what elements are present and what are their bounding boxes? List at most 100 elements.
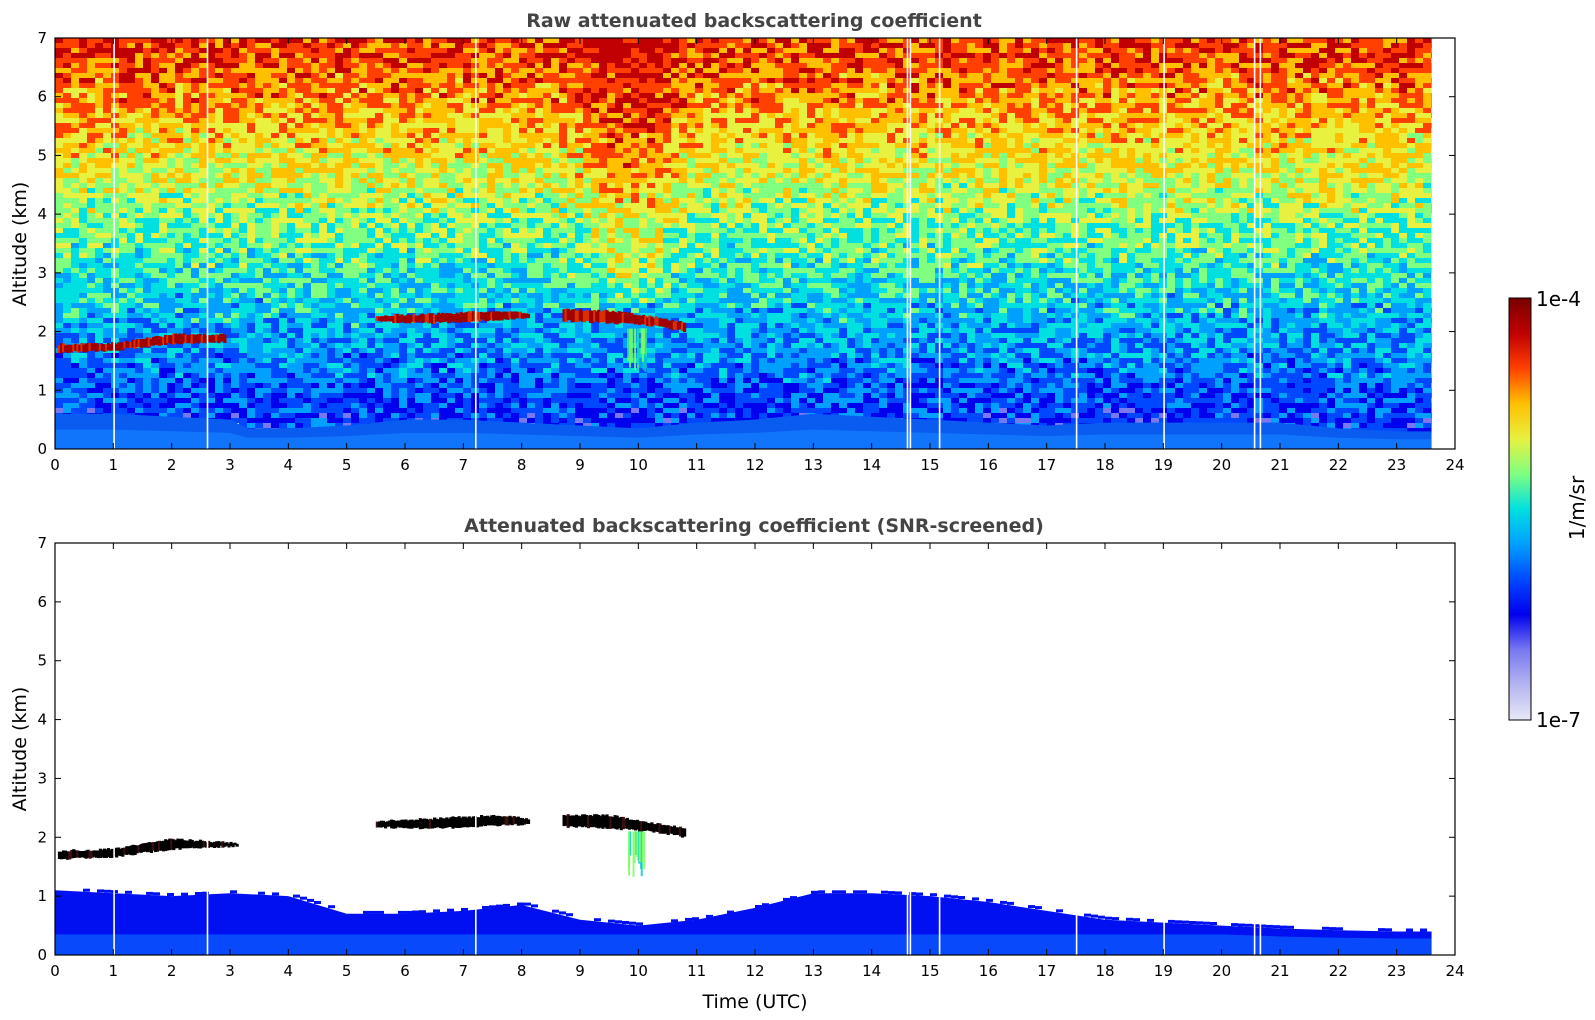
noise-cell: [439, 173, 447, 178]
noise-cell: [151, 198, 159, 203]
noise-cell: [135, 218, 143, 223]
noise-cell: [351, 283, 359, 288]
noise-cell: [271, 243, 279, 248]
noise-cell: [263, 288, 271, 293]
noise-cell: [63, 63, 71, 68]
noise-cell: [183, 128, 191, 133]
noise-cell: [351, 158, 359, 163]
noise-cell: [215, 63, 223, 68]
noise-cell: [431, 273, 439, 278]
noise-cell: [87, 103, 95, 108]
noise-cell: [231, 403, 239, 408]
noise-cell: [135, 108, 143, 113]
noise-cell: [479, 38, 487, 43]
noise-cell: [511, 148, 519, 153]
noise-cell: [239, 363, 247, 368]
noise-cell: [319, 143, 327, 148]
noise-cell: [135, 58, 143, 63]
noise-cell: [103, 403, 111, 408]
noise-cell: [55, 63, 63, 68]
noise-cell: [79, 403, 87, 408]
noise-cell: [495, 268, 503, 273]
noise-cell: [487, 183, 495, 188]
noise-cell: [223, 38, 231, 43]
noise-cell: [495, 243, 503, 248]
noise-cell: [519, 173, 527, 178]
noise-cell: [367, 193, 375, 198]
noise-cell: [135, 98, 143, 103]
noise-cell: [559, 38, 567, 43]
noise-cell: [255, 308, 263, 313]
noise-cell: [375, 73, 383, 78]
noise-cell: [127, 213, 135, 218]
noise-cell: [143, 293, 151, 298]
noise-cell: [127, 293, 135, 298]
noise-cell: [135, 38, 143, 43]
noise-cell: [247, 38, 255, 43]
noise-cell: [175, 213, 183, 218]
noise-cell: [143, 358, 151, 363]
noise-cell: [343, 143, 351, 148]
noise-cell: [199, 68, 207, 73]
noise-cell: [527, 173, 535, 178]
noise-cell: [335, 148, 343, 153]
noise-cell: [415, 358, 423, 363]
noise-cell: [455, 348, 463, 353]
noise-cell: [199, 293, 207, 298]
noise-cell: [551, 248, 559, 253]
noise-cell: [543, 198, 551, 203]
noise-cell: [487, 108, 495, 113]
noise-cell: [527, 298, 535, 303]
noise-cell: [543, 268, 551, 273]
noise-cell: [383, 178, 391, 183]
noise-cell: [71, 408, 79, 413]
noise-cell: [231, 153, 239, 158]
noise-cell: [215, 343, 223, 348]
noise-cell: [311, 183, 319, 188]
noise-cell: [399, 98, 407, 103]
noise-cell: [535, 373, 543, 378]
noise-cell: [559, 43, 567, 48]
noise-cell: [303, 373, 311, 378]
noise-cell: [199, 163, 207, 168]
noise-cell: [127, 73, 135, 78]
noise-cell: [439, 348, 447, 353]
noise-cell: [447, 53, 455, 58]
noise-cell: [255, 193, 263, 198]
noise-cell: [143, 133, 151, 138]
noise-cell: [239, 223, 247, 228]
noise-cell: [175, 88, 183, 93]
noise-cell: [199, 243, 207, 248]
noise-cell: [103, 238, 111, 243]
noise-cell: [543, 48, 551, 53]
noise-cell: [287, 368, 295, 373]
noise-cell: [519, 108, 527, 113]
noise-cell: [343, 223, 351, 228]
noise-cell: [463, 353, 471, 358]
noise-cell: [535, 43, 543, 48]
noise-cell: [239, 143, 247, 148]
noise-cell: [135, 258, 143, 263]
noise-cell: [143, 143, 151, 148]
noise-cell: [143, 388, 151, 393]
noise-cell: [119, 333, 127, 338]
noise-cell: [439, 268, 447, 273]
noise-cell: [135, 73, 143, 78]
noise-cell: [455, 283, 463, 288]
noise-cell: [103, 103, 111, 108]
noise-cell: [391, 188, 399, 193]
noise-cell: [567, 68, 575, 73]
noise-cell: [55, 158, 63, 163]
noise-cell: [183, 358, 191, 363]
noise-cell: [407, 343, 415, 348]
noise-cell: [71, 128, 79, 133]
noise-cell: [383, 398, 391, 403]
noise-cell: [519, 113, 527, 118]
noise-cell: [503, 83, 511, 88]
noise-cell: [199, 283, 207, 288]
noise-cell: [143, 78, 151, 83]
noise-cell: [223, 148, 231, 153]
noise-cell: [495, 193, 503, 198]
noise-cell: [423, 408, 431, 413]
noise-cell: [103, 53, 111, 58]
